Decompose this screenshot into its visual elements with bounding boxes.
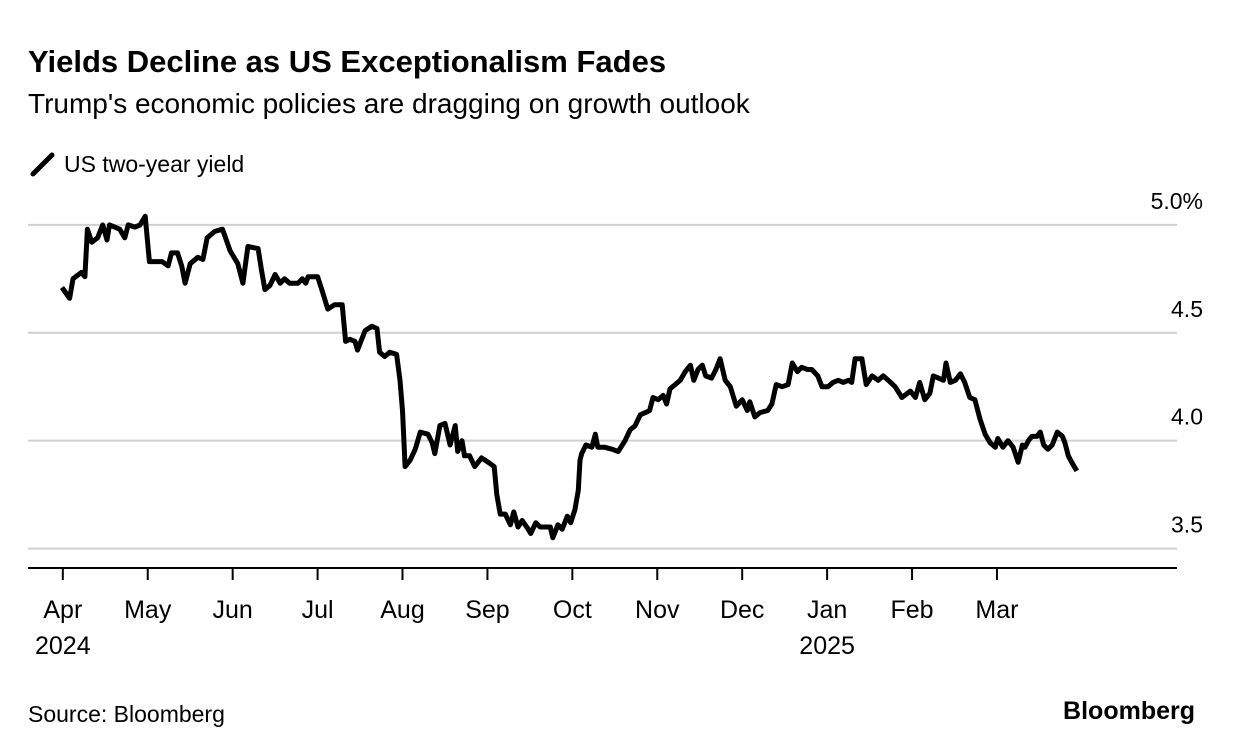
logo: Bloomberg [1063,697,1195,725]
x-tick-label: Aug [380,596,424,624]
x-tick-label: Feb [890,596,933,624]
x-tick-label: Oct [553,596,592,624]
data-line [59,213,1079,541]
x-year-label: 2024 [35,632,91,660]
x-tick-label: Jan [807,596,847,624]
x-year-label: 2025 [799,632,855,660]
chart-title: Yields Decline as US Exceptionalism Fade… [28,44,666,79]
x-tick-label: Apr [43,596,82,624]
x-tick-label: Jul [302,596,334,624]
legend-label: US two-year yield [64,151,244,177]
x-tick-label: Dec [720,596,764,624]
x-tick-label: Nov [635,596,680,624]
y-tick-label: 4.5 [1171,296,1203,322]
x-tick-label: Jun [213,596,253,624]
y-tick-label: 3.5 [1171,512,1203,538]
y-tick-label: 4.0 [1171,404,1203,430]
x-tick-label: Sep [465,596,509,624]
source: Source: Bloomberg [28,701,225,727]
x-tick-label: Mar [975,596,1018,624]
y-tick-label: 5.0% [1151,188,1203,214]
legend-swatch [30,152,55,177]
x-tick-label: May [124,596,172,624]
chart-subtitle: Trump's economic policies are dragging o… [28,88,751,119]
